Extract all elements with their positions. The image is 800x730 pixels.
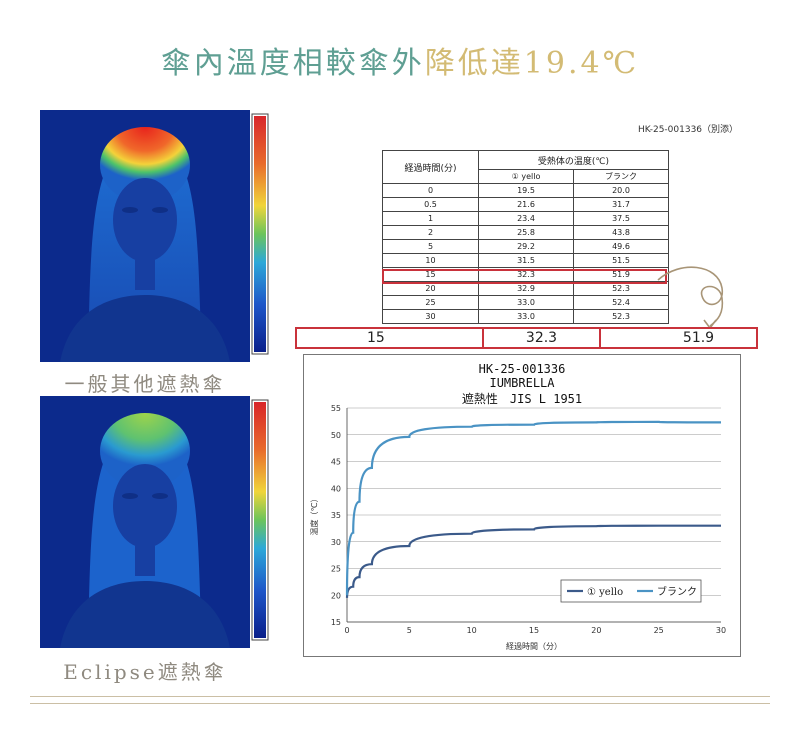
table-row: 30 33.0 52.3: [382, 309, 669, 324]
divider-top: [30, 696, 770, 697]
cell-time: 25: [382, 295, 479, 310]
divider-bottom: [30, 703, 770, 704]
document-code: HK-25-001336（別添）: [638, 125, 739, 135]
y-tick-label: 20: [331, 591, 341, 600]
curved-arrow-icon: [657, 266, 724, 330]
table-row: 10 31.5 51.5: [382, 253, 669, 268]
legend-label: ① yello: [587, 587, 623, 598]
cell-yello: 33.0: [478, 309, 574, 324]
callout-yello: 32.3: [484, 329, 601, 347]
cell-blank: 52.3: [573, 309, 669, 324]
col-yello-header: ① yello: [478, 169, 574, 184]
y-tick-label: 45: [331, 458, 341, 467]
legend-label: ブランク: [657, 585, 697, 598]
cell-yello: 29.2: [478, 239, 574, 254]
headline-part-b: 降低達19.4℃: [424, 46, 640, 81]
temperature-line-chart: 15 20 25 30 35 40 45 50 55 0 5 10 15 20 25 30 経過時間（分） 温度（…: [309, 404, 726, 651]
cell-yello: 23.4: [478, 211, 574, 226]
cell-blank: 37.5: [573, 211, 669, 226]
headline-part-a: 傘內溫度相較傘外: [160, 46, 425, 81]
callout-time: 15: [297, 329, 484, 347]
y-tick-label: 55: [331, 404, 341, 413]
cell-time: 0.5: [382, 197, 479, 212]
cell-blank: 31.7: [573, 197, 669, 212]
cell-time: 2: [382, 225, 479, 240]
cell-yello: 31.5: [478, 253, 574, 268]
table-row: 0.5 21.6 31.7: [382, 197, 669, 212]
thermal-image-other: [40, 110, 275, 362]
temperature-table-body: 0 19.5 20.0 0.5 21.6 31.7 1 23.4 37.5 2 25.8 43.8 5 2…: [382, 183, 669, 324]
chart-title-line-2: IUMBRELLA: [489, 376, 555, 390]
y-tick-label: 30: [331, 538, 341, 547]
cell-blank: 20.0: [573, 183, 669, 198]
y-tick-label: 50: [331, 431, 341, 440]
legend-box: [560, 579, 702, 603]
y-tick-label: 35: [331, 511, 341, 520]
thermal-picture-other: [40, 110, 269, 362]
x-tick-label: 30: [716, 626, 726, 635]
cell-time: 0: [382, 183, 479, 198]
table-row: 0 19.5 20.0: [382, 183, 669, 198]
thermal-picture-eclipse: [40, 396, 269, 648]
x-tick-label: 0: [344, 626, 349, 635]
y-tick-label: 25: [331, 565, 341, 574]
headline: 傘內溫度相較傘外降低達19.4℃: [0, 38, 800, 82]
x-tick-label: 10: [467, 626, 477, 635]
caption-other: 一般其他遮熱傘: [64, 372, 226, 396]
cell-blank: 43.8: [573, 225, 669, 240]
cell-time: 1: [382, 211, 479, 226]
cell-time: 30: [382, 309, 479, 324]
callout-blank: 51.9: [682, 330, 715, 346]
y-tick-label: 40: [331, 484, 341, 493]
x-tick-label: 20: [591, 626, 601, 635]
series-line-yello: [345, 524, 721, 598]
chart-title-line-3: 遮熱性 JIS L 1951: [461, 392, 583, 406]
col-time-header: 経過時間(分): [382, 150, 479, 184]
cell-yello: 33.0: [478, 295, 574, 310]
col-blank-header: ブランク: [573, 169, 669, 184]
temperature-table: 経過時間(分) 受熱体の温度(℃) ① yello ブランク 0 19.5 20.0…: [382, 150, 669, 324]
thermal-image-eclipse: [40, 396, 275, 648]
cell-yello: 19.5: [478, 183, 574, 198]
highlight-callout: 15 32.3 51.9: [295, 327, 758, 349]
cell-yello: 25.8: [478, 225, 574, 240]
x-axis-label: 経過時間（分）: [506, 641, 562, 651]
series-line-blank: [345, 420, 722, 596]
chart-frame: [303, 354, 741, 657]
table-row: 1 23.4 37.5: [382, 211, 669, 226]
col-temp-group-header: 受熱体の温度(℃): [478, 150, 669, 170]
cell-blank: 49.6: [573, 239, 669, 254]
y-axis-label: 温度（℃）: [309, 495, 319, 536]
highlight-row-15: [382, 269, 667, 284]
table-row: 2 25.8 43.8: [382, 225, 669, 240]
x-tick-label: 25: [654, 626, 664, 635]
table-row: 25 33.0 52.4: [382, 295, 669, 310]
cell-time: 10: [382, 253, 479, 268]
table-row: 5 29.2 49.6: [382, 239, 669, 254]
x-tick-label: 5: [407, 626, 412, 635]
cell-yello: 21.6: [478, 197, 574, 212]
chart-title-line-1: HK-25-001336: [478, 362, 566, 376]
y-tick-label: 15: [331, 618, 341, 627]
caption-eclipse: Eclipse遮熱傘: [63, 660, 227, 684]
cell-time: 5: [382, 239, 479, 254]
x-tick-label: 15: [529, 626, 539, 635]
